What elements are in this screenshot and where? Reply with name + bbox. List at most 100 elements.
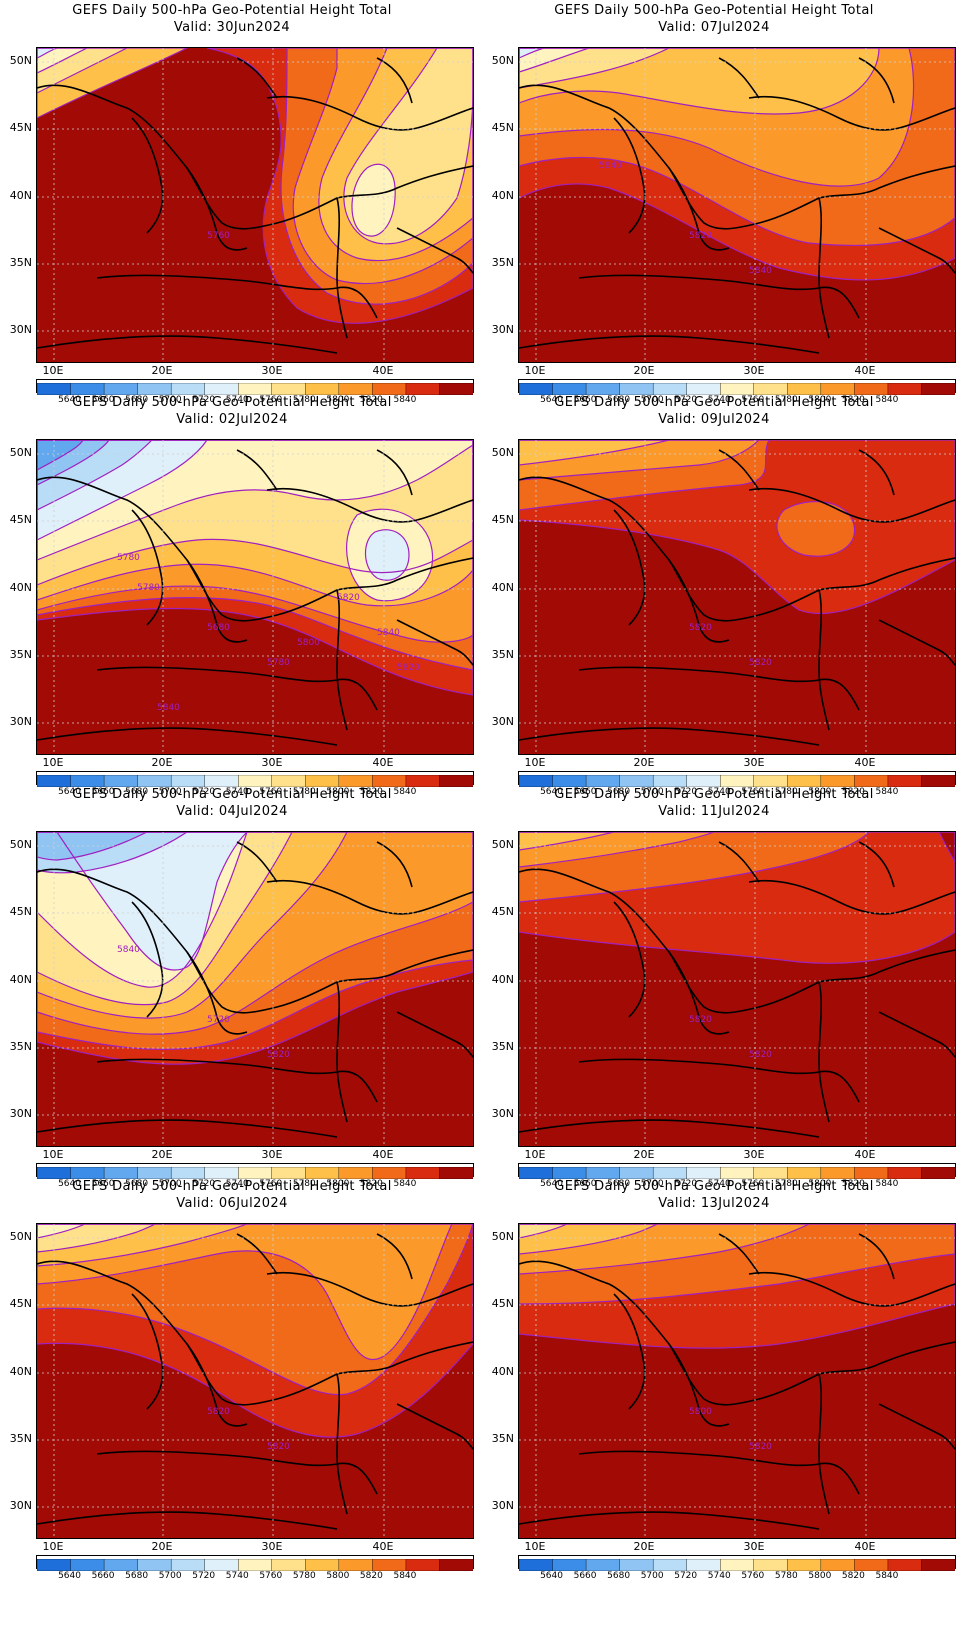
lat-tick-label: 35N [491, 648, 514, 661]
border-line [519, 868, 955, 1014]
colorbar-label: 5760 [259, 787, 283, 797]
contour-label: 5820 [397, 663, 420, 673]
colorbar [36, 379, 474, 396]
colorbar-label: 5840 [393, 1571, 417, 1581]
colorbar-label: 5840 [393, 1179, 417, 1189]
colorbar-label: 5660 [91, 1179, 115, 1189]
border-line [718, 841, 760, 883]
colorbar-label: 5720 [674, 1179, 698, 1189]
border-line [96, 1450, 378, 1495]
contour-label: 5820 [689, 623, 712, 633]
lat-tick-label: 50N [491, 838, 514, 851]
border-line [376, 449, 413, 496]
lon-tick-label: 20E [633, 364, 655, 377]
contour-line [351, 163, 396, 237]
border-line [519, 727, 820, 746]
colorbar-label: 5800 [326, 787, 350, 797]
lat-tick-label: 40N [9, 973, 32, 986]
colorbar-label: 5700 [640, 787, 664, 797]
border-line [578, 666, 860, 711]
contour-line [364, 529, 410, 581]
valid-prefix: Valid: [658, 804, 697, 819]
contour-line [519, 440, 760, 481]
panel-title: GEFS Daily 500-hPa Geo-Potential Height … [0, 394, 464, 428]
colorbar-label: 5840 [393, 395, 417, 405]
panel-title-text: GEFS Daily 500-hPa Geo-Potential Height … [72, 395, 392, 410]
colorbar-swatch [305, 1558, 340, 1572]
map-frame: 5680 5780 5780 5780 5800 5820 5840 5820 5840 [36, 439, 474, 755]
colorbar-label: 5800 [808, 787, 832, 797]
border-line [37, 1119, 338, 1138]
panel-title-text: GEFS Daily 500-hPa Geo-Potential Height … [72, 1179, 392, 1194]
colorbar [518, 1555, 956, 1572]
contour-label: 5840 [749, 266, 772, 276]
colorbar-label: 5780 [774, 395, 798, 405]
colorbar-label: 5720 [192, 787, 216, 797]
border-line [858, 1233, 895, 1280]
border-line [578, 1450, 860, 1495]
colorbar-label: 5820 [841, 1571, 865, 1581]
border-line [186, 559, 248, 643]
border-line [266, 879, 473, 915]
panel-valid-date: Valid: 09Jul2024 [482, 411, 946, 428]
panel-title-text: GEFS Daily 500-hPa Geo-Potential Height … [554, 1179, 874, 1194]
contour-line [519, 1224, 955, 1349]
colorbar-label: 5820 [359, 395, 383, 405]
colorbar-label: 5720 [192, 395, 216, 405]
contour-label: 5820 [337, 593, 360, 603]
valid-date: 02Jul2024 [218, 412, 288, 427]
colorbar-label: 5700 [158, 395, 182, 405]
lon-tick-label: 20E [151, 364, 173, 377]
border-line [131, 117, 164, 234]
border-line [878, 619, 955, 666]
colorbar-label: 5760 [741, 395, 765, 405]
colorbar-label: 5780 [292, 1179, 316, 1189]
border-line [519, 335, 820, 354]
colorbar-label: 5820 [359, 1179, 383, 1189]
colorbar-label: 5780 [292, 395, 316, 405]
colorbar-label: 5840 [875, 395, 899, 405]
colorbar-label: 5700 [158, 787, 182, 797]
lat-tick-label: 40N [9, 581, 32, 594]
colorbar-swatch [787, 1558, 822, 1572]
height-band [365, 529, 409, 581]
lat-tick-label: 35N [9, 1040, 32, 1053]
colorbar-swatch [405, 1558, 441, 1572]
border-line [396, 619, 473, 666]
border-line [266, 95, 473, 131]
border-line [131, 1293, 164, 1410]
colorbar-label: 5780 [774, 1179, 798, 1189]
lat-tick-label: 40N [491, 1365, 514, 1378]
lat-tick-label: 50N [9, 446, 32, 459]
colorbar-label: 5660 [91, 1571, 115, 1581]
height-band [37, 440, 83, 470]
contour-label: 5720 [207, 1015, 230, 1025]
border-line [336, 197, 348, 339]
border-line [578, 1058, 860, 1103]
border-line [858, 57, 895, 104]
colorbar-swatch [720, 1558, 755, 1572]
contour-label: 5760 [207, 231, 230, 241]
border-line [96, 1058, 378, 1103]
colorbar-label: 5740 [707, 1571, 731, 1581]
contour-line [37, 1224, 473, 1438]
colorbar-label: 5740 [225, 395, 249, 405]
border-line [37, 727, 338, 746]
height-band [37, 1224, 452, 1360]
panel-title-text: GEFS Daily 500-hPa Geo-Potential Height … [554, 787, 874, 802]
colorbar-label: 5840 [875, 787, 899, 797]
colorbar-swatch [753, 1558, 789, 1572]
border-line [818, 589, 830, 731]
lon-tick-label: 10E [42, 364, 64, 377]
colorbar-swatch [585, 1558, 621, 1572]
lat-tick-label: 45N [9, 513, 32, 526]
height-band [519, 1224, 657, 1254]
contour-line [37, 48, 88, 74]
lat-tick-label: 35N [9, 256, 32, 269]
lon-tick-label: 40E [854, 1540, 876, 1553]
contour-label: 5820 [267, 1442, 290, 1452]
lat-tick-label: 45N [9, 1297, 32, 1310]
border-line [718, 57, 760, 99]
lon-tick-label: 40E [854, 364, 876, 377]
contour-line [37, 440, 473, 643]
